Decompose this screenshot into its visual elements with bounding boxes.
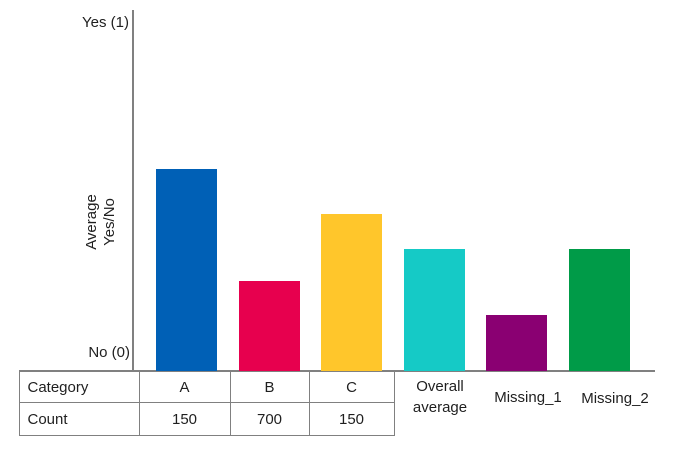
bar-a[interactable] [156, 169, 217, 371]
table-cell-count-a: 150 [138, 402, 231, 436]
table-cell-count-c: 150 [308, 402, 395, 436]
bar-overall-average[interactable] [403, 249, 465, 371]
table-cell-category-c: C [308, 371, 395, 403]
y-axis-title: Average Yes/No [83, 194, 118, 250]
bar-c[interactable] [321, 214, 382, 371]
y-axis-label-bottom: No (0) [88, 344, 130, 361]
bar-b[interactable] [238, 281, 300, 371]
x-label-overall-average: Overall average [412, 378, 468, 416]
table-row-count: Count 150 700 150 [18, 402, 395, 436]
table-cell-count-b: 700 [229, 402, 310, 436]
y-axis-line [132, 10, 134, 371]
table-cell-category-b: B [229, 371, 310, 403]
x-label-missing-2: Missing_2 [581, 390, 649, 407]
y-axis-label-top: Yes (1) [82, 14, 129, 31]
bar-missing-2[interactable] [568, 249, 630, 371]
table-header-count: Count [18, 402, 140, 436]
x-label-missing-1: Missing_1 [494, 389, 562, 406]
bar-missing-1[interactable] [486, 315, 547, 371]
table-cell-category-a: A [138, 371, 231, 403]
category-count-table: Category A B C Count 150 700 150 [18, 371, 395, 436]
table-header-category: Category [18, 371, 140, 403]
table-row-category: Category A B C [18, 371, 395, 403]
